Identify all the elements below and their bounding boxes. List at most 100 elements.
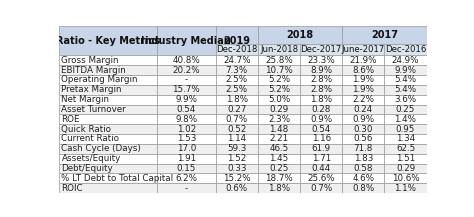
Text: 1.53: 1.53	[176, 135, 196, 143]
Text: Dec-2018: Dec-2018	[216, 45, 257, 54]
Bar	[59, 75, 157, 85]
Text: 3.6%: 3.6%	[394, 95, 417, 104]
Bar	[157, 164, 216, 173]
Bar	[216, 144, 258, 154]
Bar	[300, 134, 342, 144]
Bar	[157, 154, 216, 164]
Bar	[258, 164, 300, 173]
Text: 1.48: 1.48	[269, 125, 289, 134]
Text: 24.9%: 24.9%	[392, 56, 419, 65]
Text: 2.5%: 2.5%	[226, 75, 248, 84]
Bar	[384, 95, 427, 105]
Bar	[342, 154, 384, 164]
Text: 18.7%: 18.7%	[265, 174, 293, 183]
Text: 2.8%: 2.8%	[310, 75, 332, 84]
Text: 1.16: 1.16	[311, 135, 331, 143]
Text: 10.7%: 10.7%	[265, 66, 293, 75]
Bar	[300, 85, 342, 95]
Text: -: -	[185, 184, 188, 193]
Text: 8.9%: 8.9%	[310, 66, 332, 75]
Text: 0.9%: 0.9%	[310, 115, 332, 124]
Text: 0.25: 0.25	[396, 105, 415, 114]
Text: 0.25: 0.25	[269, 164, 289, 173]
Text: 2.8%: 2.8%	[310, 85, 332, 94]
Text: 0.29: 0.29	[396, 164, 415, 173]
Bar	[157, 124, 216, 134]
Text: Dec-2016: Dec-2016	[385, 45, 426, 54]
Bar	[300, 95, 342, 105]
Text: 5.4%: 5.4%	[394, 85, 417, 94]
Bar	[59, 114, 157, 124]
Text: 62.5: 62.5	[396, 144, 415, 153]
Text: 0.9%: 0.9%	[352, 115, 374, 124]
Text: 0.52: 0.52	[227, 125, 246, 134]
Text: 20.2%: 20.2%	[173, 66, 200, 75]
Text: 9.9%: 9.9%	[394, 66, 417, 75]
Bar	[59, 154, 157, 164]
Bar	[59, 134, 157, 144]
Bar	[300, 65, 342, 75]
Text: EBITDA Margin: EBITDA Margin	[62, 66, 126, 75]
Bar	[59, 85, 157, 95]
Bar	[342, 114, 384, 124]
Bar	[300, 164, 342, 173]
Bar	[59, 95, 157, 105]
Text: 2018: 2018	[286, 30, 314, 40]
Text: 59.3: 59.3	[227, 144, 246, 153]
Text: 0.30: 0.30	[354, 125, 373, 134]
Text: 15.2%: 15.2%	[223, 174, 251, 183]
Bar	[157, 75, 216, 85]
Text: 1.52: 1.52	[227, 154, 246, 163]
Bar	[59, 65, 157, 75]
Text: 5.2%: 5.2%	[268, 85, 290, 94]
Bar	[59, 55, 157, 65]
Text: 5.2%: 5.2%	[268, 75, 290, 84]
Bar	[216, 85, 258, 95]
Bar	[384, 134, 427, 144]
Text: Debt/Equity: Debt/Equity	[62, 164, 113, 173]
Bar	[300, 55, 342, 65]
Bar	[300, 114, 342, 124]
Text: 1.51: 1.51	[396, 154, 415, 163]
Bar	[157, 85, 216, 95]
Text: 1.14: 1.14	[227, 135, 246, 143]
Text: 0.24: 0.24	[354, 105, 373, 114]
Bar	[300, 124, 342, 134]
Text: 17.0: 17.0	[176, 144, 196, 153]
Text: Industry Median: Industry Median	[141, 36, 231, 46]
Bar	[258, 75, 300, 85]
Text: 21.9%: 21.9%	[350, 56, 377, 65]
Text: 0.27: 0.27	[227, 105, 246, 114]
Text: 1.02: 1.02	[177, 125, 196, 134]
Bar	[258, 183, 300, 193]
Bar	[384, 85, 427, 95]
Text: 15.7%: 15.7%	[173, 85, 200, 94]
Bar	[342, 85, 384, 95]
Text: 0.28: 0.28	[311, 105, 331, 114]
Bar	[342, 173, 384, 183]
Bar	[384, 114, 427, 124]
Text: 71.8: 71.8	[354, 144, 373, 153]
Bar	[59, 144, 157, 154]
Text: 23.3%: 23.3%	[307, 56, 335, 65]
Bar	[59, 124, 157, 134]
Bar	[300, 105, 342, 114]
Bar	[300, 183, 342, 193]
Bar	[342, 124, 384, 134]
Bar	[258, 85, 300, 95]
Text: 0.58: 0.58	[354, 164, 373, 173]
Text: ROE: ROE	[62, 115, 80, 124]
Bar	[342, 26, 427, 44]
Bar	[258, 173, 300, 183]
Bar	[342, 95, 384, 105]
Bar	[157, 183, 216, 193]
Text: 1.8%: 1.8%	[226, 95, 248, 104]
Bar	[384, 183, 427, 193]
Bar	[342, 55, 384, 65]
Bar	[216, 134, 258, 144]
Bar	[216, 75, 258, 85]
Bar	[59, 183, 157, 193]
Text: 1.34: 1.34	[396, 135, 415, 143]
Bar	[216, 55, 258, 65]
Text: 5.4%: 5.4%	[394, 75, 417, 84]
